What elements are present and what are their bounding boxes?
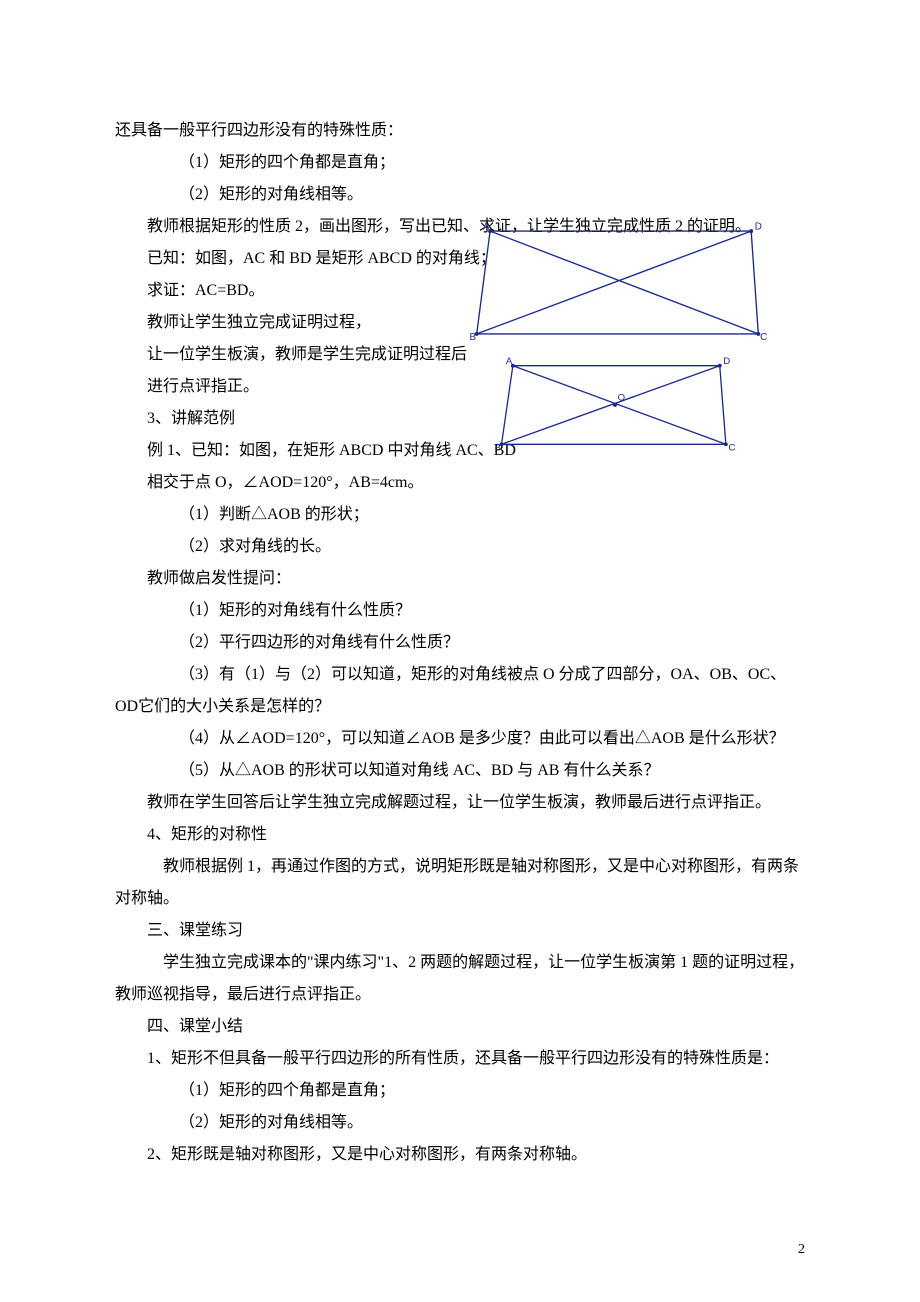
paragraph-text: 教师在学生回答后让学生独立完成解题过程，让一位学生板演，教师最后进行点评指正。 bbox=[115, 787, 805, 819]
paragraph-text: （4）从∠AOD=120°，可以知道∠AOB 是多少度？由此可以看出△AOB 是… bbox=[115, 723, 805, 755]
paragraph-text: （2）求对角线的长。 bbox=[115, 531, 805, 563]
svg-text:B: B bbox=[470, 332, 477, 343]
section-heading: 4、矩形的对称性 bbox=[115, 819, 805, 851]
paragraph-text: （1）矩形的四个角都是直角； bbox=[115, 147, 805, 179]
document-page: 还具备一般平行四边形没有的特殊性质： （1）矩形的四个角都是直角； （2）矩形的… bbox=[0, 0, 920, 1302]
page-number: 2 bbox=[798, 1236, 805, 1264]
svg-text:C: C bbox=[760, 332, 767, 343]
paragraph-text: 学生独立完成课本的"课内练习"1、2 两题的解题过程，让一位学生板演第 1 题的… bbox=[115, 947, 805, 1011]
svg-text:B: B bbox=[495, 442, 501, 453]
paragraph-text: （2）矩形的对角线相等。 bbox=[115, 1107, 805, 1139]
rectangle-center-diagram: A D B C O bbox=[480, 350, 750, 460]
svg-text:A: A bbox=[483, 221, 490, 232]
svg-text:D: D bbox=[755, 221, 762, 232]
svg-text:A: A bbox=[506, 356, 513, 367]
paragraph-text: （1）矩形的对角线有什么性质？ bbox=[115, 595, 805, 627]
paragraph-text: 2、矩形既是轴对称图形，又是中心对称图形，有两条对称轴。 bbox=[115, 1139, 805, 1171]
rectangle-diagonals-diagram: A D B C bbox=[455, 215, 780, 350]
paragraph-text: （1）判断△AOB 的形状； bbox=[115, 499, 805, 531]
svg-text:O: O bbox=[618, 393, 625, 404]
paragraph-text: （5）从△AOB 的形状可以知道对角线 AC、BD 与 AB 有什么关系？ bbox=[115, 755, 805, 787]
paragraph-text: 1、矩形不但具备一般平行四边形的所有性质，还具备一般平行四边形没有的特殊性质是： bbox=[115, 1043, 805, 1075]
paragraph-text: （1）矩形的四个角都是直角； bbox=[115, 1075, 805, 1107]
paragraph-text: 相交于点 O，∠AOD=120°，AB=4cm。 bbox=[115, 467, 805, 499]
paragraph-text: （2）矩形的对角线相等。 bbox=[115, 179, 805, 211]
section-heading: 三、课堂练习 bbox=[115, 915, 805, 947]
section-heading: 四、课堂小结 bbox=[115, 1011, 805, 1043]
svg-text:D: D bbox=[723, 356, 730, 367]
paragraph-text: 教师做启发性提问： bbox=[115, 563, 805, 595]
paragraph-text: 教师根据例 1，再通过作图的方式，说明矩形既是轴对称图形，又是中心对称图形，有两… bbox=[115, 851, 805, 915]
geometry-figure-2: A D B C O bbox=[480, 350, 750, 460]
paragraph-text: （3）有（1）与（2）可以知道，矩形的对角线被点 O 分成了四部分，OA、OB、… bbox=[115, 659, 805, 723]
paragraph-text: 还具备一般平行四边形没有的特殊性质： bbox=[115, 115, 805, 147]
paragraph-text: （2）平行四边形的对角线有什么性质？ bbox=[115, 627, 805, 659]
svg-text:C: C bbox=[728, 442, 735, 453]
geometry-figure-1: A D B C bbox=[455, 215, 780, 350]
